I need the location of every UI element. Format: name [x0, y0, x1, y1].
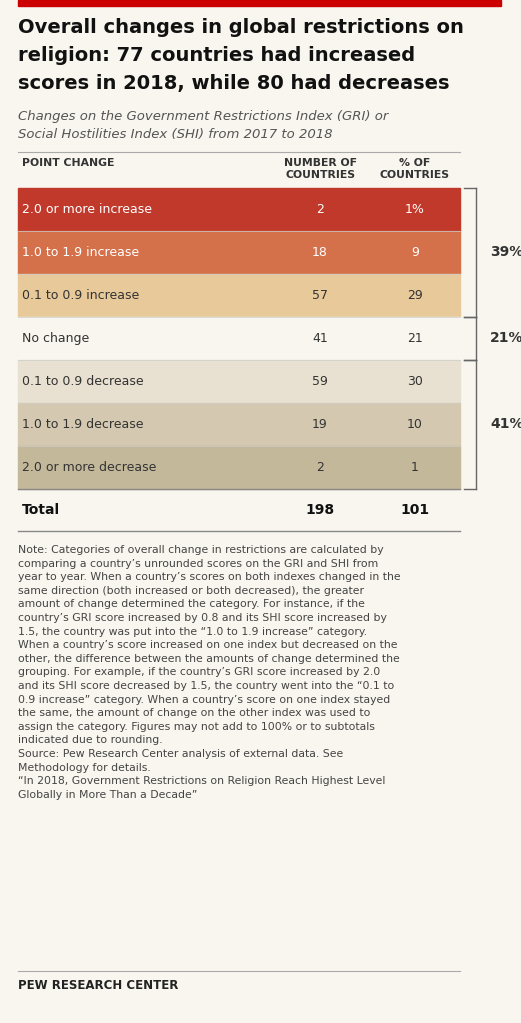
Text: Overall changes in global restrictions on: Overall changes in global restrictions o… [18, 18, 464, 37]
Text: religion: 77 countries had increased: religion: 77 countries had increased [18, 46, 415, 65]
Bar [18, 274, 460, 317]
Text: 41%: 41% [490, 417, 521, 432]
Text: No change: No change [22, 332, 89, 345]
Text: 21%: 21% [490, 331, 521, 346]
Text: 2.0 or more increase: 2.0 or more increase [22, 203, 152, 216]
Text: 0.1 to 0.9 decrease: 0.1 to 0.9 decrease [22, 375, 144, 388]
Text: 21: 21 [407, 332, 423, 345]
Text: 39%: 39% [490, 246, 521, 260]
Text: Note: Categories of overall change in restrictions are calculated by
comparing a: Note: Categories of overall change in re… [18, 545, 401, 800]
Text: 10: 10 [407, 418, 423, 431]
Text: 29: 29 [407, 290, 423, 302]
Bar [18, 0, 501, 6]
Text: 1: 1 [411, 461, 419, 474]
Text: 101: 101 [401, 502, 429, 517]
Text: 30: 30 [407, 375, 423, 388]
Text: 1.0 to 1.9 decrease: 1.0 to 1.9 decrease [22, 418, 143, 431]
Text: 9: 9 [411, 246, 419, 259]
Text: NUMBER OF
COUNTRIES: NUMBER OF COUNTRIES [283, 158, 356, 180]
Text: POINT CHANGE: POINT CHANGE [22, 158, 115, 168]
Text: 1%: 1% [405, 203, 425, 216]
Text: 2: 2 [316, 461, 324, 474]
Bar [18, 188, 460, 231]
Bar [18, 360, 460, 403]
Text: Social Hostilities Index (SHI) from 2017 to 2018: Social Hostilities Index (SHI) from 2017… [18, 128, 332, 141]
Text: % OF
COUNTRIES: % OF COUNTRIES [380, 158, 450, 180]
Text: Total: Total [22, 502, 60, 517]
Text: 0.1 to 0.9 increase: 0.1 to 0.9 increase [22, 290, 139, 302]
Text: 198: 198 [305, 502, 334, 517]
Bar [18, 231, 460, 274]
Text: 2.0 or more decrease: 2.0 or more decrease [22, 461, 156, 474]
Bar [18, 446, 460, 489]
Text: scores in 2018, while 80 had decreases: scores in 2018, while 80 had decreases [18, 74, 450, 93]
Text: Changes on the Government Restrictions Index (GRI) or: Changes on the Government Restrictions I… [18, 110, 388, 123]
Bar [18, 403, 460, 446]
Bar [18, 317, 460, 360]
Text: 41: 41 [312, 332, 328, 345]
Text: 19: 19 [312, 418, 328, 431]
Text: 2: 2 [316, 203, 324, 216]
Text: PEW RESEARCH CENTER: PEW RESEARCH CENTER [18, 979, 178, 992]
Text: 1.0 to 1.9 increase: 1.0 to 1.9 increase [22, 246, 139, 259]
Text: 57: 57 [312, 290, 328, 302]
Text: 59: 59 [312, 375, 328, 388]
Text: 18: 18 [312, 246, 328, 259]
